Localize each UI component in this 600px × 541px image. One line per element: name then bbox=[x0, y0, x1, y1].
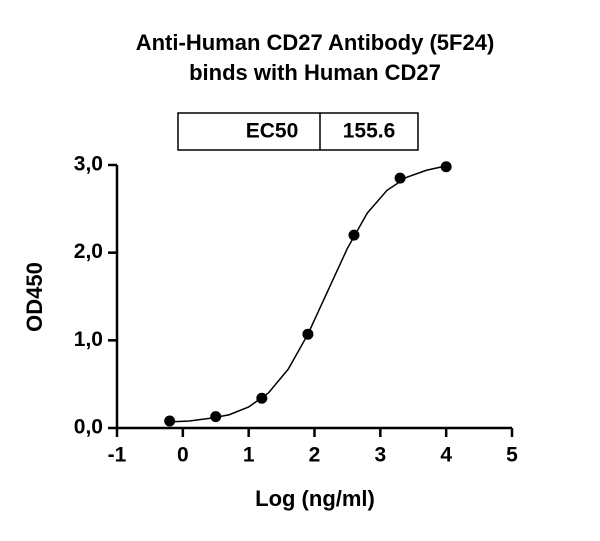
ec50-value: 155.6 bbox=[343, 120, 396, 143]
data-point bbox=[440, 161, 452, 173]
x-tick-label: 4 bbox=[440, 444, 452, 467]
data-point bbox=[256, 392, 268, 404]
chart-title: binds with Human CD27 bbox=[189, 60, 441, 85]
x-tick-label: -1 bbox=[108, 444, 127, 467]
x-tick-label: 2 bbox=[309, 444, 321, 467]
fit-curve bbox=[169, 165, 447, 423]
ec50-box bbox=[177, 112, 419, 151]
data-point bbox=[394, 172, 406, 184]
x-axis-label: Log (ng/ml) bbox=[255, 486, 375, 511]
ec50-label: EC50 bbox=[246, 120, 299, 143]
y-tick-label: 3,0 bbox=[74, 153, 103, 176]
x-tick-label: 5 bbox=[506, 444, 518, 467]
x-tick-label: 1 bbox=[243, 444, 255, 467]
y-tick-label: 1,0 bbox=[74, 328, 103, 351]
data-point bbox=[348, 229, 360, 241]
x-tick-label: 0 bbox=[177, 444, 189, 467]
data-point bbox=[302, 328, 314, 340]
y-axis-label: OD450 bbox=[22, 262, 47, 332]
y-tick-label: 2,0 bbox=[74, 240, 103, 263]
data-point bbox=[164, 415, 176, 427]
chart-title: Anti-Human CD27 Antibody (5F24) bbox=[136, 30, 495, 55]
x-tick-label: 3 bbox=[374, 444, 386, 467]
data-point bbox=[210, 411, 222, 423]
y-tick-label: 0,0 bbox=[74, 416, 103, 439]
